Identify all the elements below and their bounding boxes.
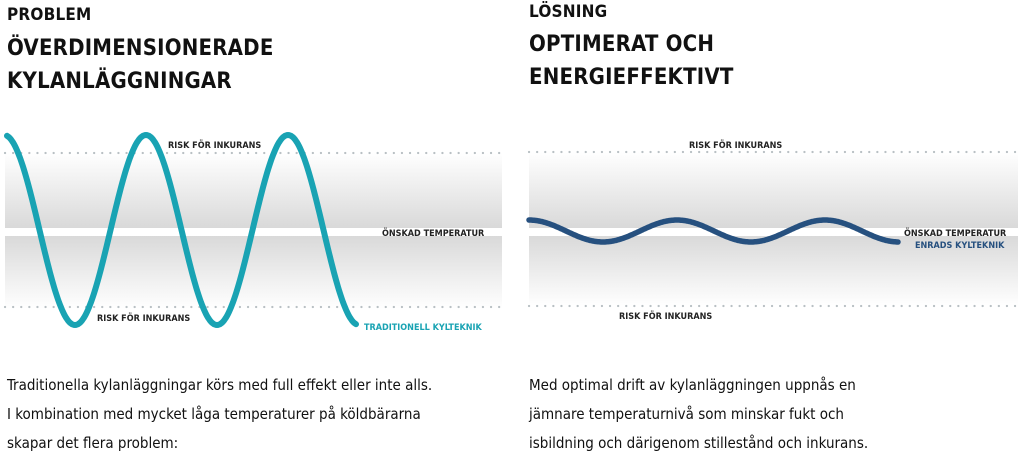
- solution-description-line-3: isbildning och därigenom stillestånd och…: [529, 434, 869, 452]
- enrads-kylteknik-label: ENRADS KYLTEKNIK: [915, 241, 1005, 251]
- solution-title: OPTIMERAT OCH ENERGIEFFEKTIVT: [529, 28, 734, 94]
- solution-risk-bottom-label: RISK FÖR INKURANS: [619, 311, 712, 322]
- problem-risk-bottom-label: RISK FÖR INKURANS: [97, 313, 190, 324]
- solution-kicker: LÖSNING: [529, 2, 608, 22]
- problem-kicker: PROBLEM: [7, 5, 92, 25]
- problem-risk-top-label: RISK FÖR INKURANS: [168, 140, 261, 151]
- traditionell-kylteknik-label: TRADITIONELL KYLTEKNIK: [364, 323, 483, 333]
- solution-risk-top-label: RISK FÖR INKURANS: [689, 140, 782, 151]
- solution-lower-band: [529, 236, 1018, 306]
- problem-panel: PROBLEM ÖVERDIMENSIONERADE KYLANLÄGGNING…: [0, 0, 512, 453]
- problem-description-line-2: I kombination med mycket låga temperatur…: [7, 405, 421, 423]
- solution-description: Med optimal drift av kylanläggningen upp…: [529, 371, 868, 458]
- problem-desired-label: ÖNSKAD TEMPERATUR: [382, 228, 485, 239]
- problem-description: Traditionella kylanläggningar körs med f…: [7, 371, 432, 458]
- problem-description-line-1: Traditionella kylanläggningar körs med f…: [7, 376, 433, 394]
- problem-lower-band: [5, 236, 502, 309]
- solution-description-line-2: jämnare temperaturnivå som minskar fukt …: [529, 405, 844, 423]
- solution-panel: LÖSNING OPTIMERAT OCH ENERGIEFFEKTIVT RI…: [512, 0, 1024, 453]
- solution-title-line-1: OPTIMERAT OCH: [529, 32, 715, 57]
- enrads-kylteknik-wave: [526, 217, 901, 245]
- solution-diagram: RISK FÖR INKURANS ÖNSKAD TEMPERATUR ENRA…: [526, 140, 1020, 322]
- solution-desired-label: ÖNSKAD TEMPERATUR: [904, 228, 1007, 239]
- solution-description-line-1: Med optimal drift av kylanläggningen upp…: [529, 376, 856, 394]
- problem-title-line-1: ÖVERDIMENSIONERADE: [7, 36, 274, 61]
- solution-title-line-2: ENERGIEFFEKTIVT: [529, 65, 734, 90]
- problem-description-line-3: skapar det flera problem:: [7, 434, 179, 452]
- problem-diagram: RISK FÖR INKURANS ÖNSKAD TEMPERATUR RISK…: [3, 131, 504, 333]
- traditionell-kylteknik-wave: [4, 131, 359, 329]
- problem-title: ÖVERDIMENSIONERADE KYLANLÄGGNINGAR: [7, 32, 274, 98]
- problem-title-line-2: KYLANLÄGGNINGAR: [7, 69, 232, 94]
- solution-upper-band: [529, 152, 1018, 228]
